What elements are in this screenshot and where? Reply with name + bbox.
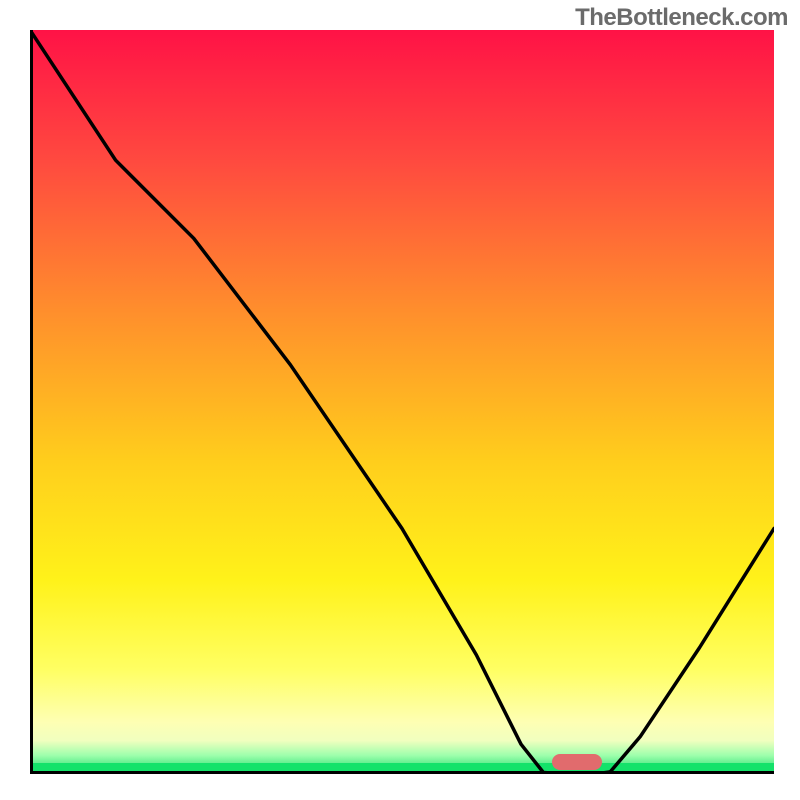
y-axis bbox=[30, 30, 33, 774]
x-axis bbox=[30, 771, 774, 774]
plot-area bbox=[30, 30, 774, 774]
optimal-range-marker bbox=[552, 754, 602, 770]
gradient-background bbox=[30, 30, 774, 774]
watermark-text: TheBottleneck.com bbox=[575, 4, 788, 32]
